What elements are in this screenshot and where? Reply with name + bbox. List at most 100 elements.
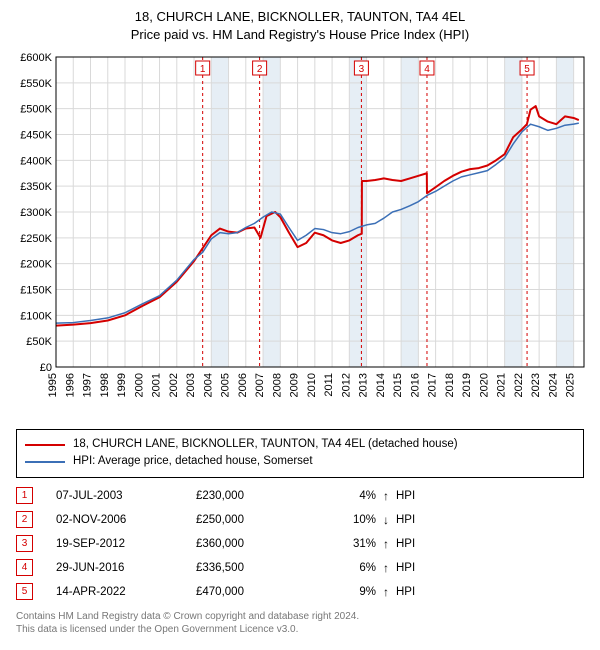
xtick-label: 1996 <box>64 373 76 397</box>
xtick-label: 2021 <box>496 373 508 397</box>
transaction-price: £336,500 <box>196 562 316 574</box>
transaction-pct: 6% <box>316 562 376 574</box>
xtick-label: 1995 <box>47 373 59 397</box>
xtick-label: 2004 <box>202 373 214 397</box>
xtick-label: 2003 <box>185 373 197 397</box>
ytick-label: £550K <box>20 78 52 90</box>
figure: 18, CHURCH LANE, BICKNOLLER, TAUNTON, TA… <box>0 0 600 650</box>
transaction-date: 19-SEP-2012 <box>56 538 196 550</box>
ytick-label: £200K <box>20 259 52 271</box>
transaction-pct: 9% <box>316 586 376 598</box>
xtick-label: 2000 <box>133 373 145 397</box>
legend-swatch-2 <box>25 461 65 463</box>
xtick-label: 2014 <box>375 373 387 397</box>
transaction-arrow-icon: ↑ <box>376 585 396 599</box>
marker-box-label: 1 <box>200 64 206 75</box>
transaction-hpi-label: HPI <box>396 514 436 526</box>
title-block: 18, CHURCH LANE, BICKNOLLER, TAUNTON, TA… <box>8 8 592 43</box>
xtick-label: 2022 <box>513 373 525 397</box>
transaction-pct: 31% <box>316 538 376 550</box>
legend-label-1: 18, CHURCH LANE, BICKNOLLER, TAUNTON, TA… <box>73 436 458 453</box>
xtick-label: 2013 <box>358 373 370 397</box>
xtick-label: 1998 <box>99 373 111 397</box>
xtick-label: 1997 <box>82 373 94 397</box>
xtick-label: 2017 <box>427 373 439 397</box>
transaction-hpi-label: HPI <box>396 538 436 550</box>
transaction-price: £470,000 <box>196 586 316 598</box>
marker-box-label: 3 <box>359 64 365 75</box>
legend-row-series-1: 18, CHURCH LANE, BICKNOLLER, TAUNTON, TA… <box>25 436 575 453</box>
legend-swatch-1 <box>25 444 65 446</box>
transaction-row: 5 14-APR-2022£470,0009%↑HPI <box>16 580 584 604</box>
transaction-arrow-icon: ↑ <box>376 537 396 551</box>
title-line-2: Price paid vs. HM Land Registry's House … <box>8 26 592 44</box>
transaction-row: 3 19-SEP-2012£360,00031%↑HPI <box>16 532 584 556</box>
footer: Contains HM Land Registry data © Crown c… <box>16 610 584 637</box>
transaction-price: £230,000 <box>196 490 316 502</box>
ytick-label: £50K <box>26 336 52 348</box>
ytick-label: £150K <box>20 285 52 297</box>
transaction-price: £250,000 <box>196 514 316 526</box>
xtick-label: 2010 <box>306 373 318 397</box>
xtick-label: 2018 <box>444 373 456 397</box>
transaction-row: 2 02-NOV-2006£250,00010%↓HPI <box>16 508 584 532</box>
xtick-label: 2020 <box>478 373 490 397</box>
transaction-marker: 2 <box>16 511 33 528</box>
ytick-label: £100K <box>20 310 52 322</box>
ytick-label: £250K <box>20 233 52 245</box>
transaction-date: 29-JUN-2016 <box>56 562 196 574</box>
xtick-label: 2011 <box>323 373 335 397</box>
transactions-table: 107-JUL-2003£230,0004%↑HPI202-NOV-2006£2… <box>16 484 584 604</box>
transaction-marker: 3 <box>16 535 33 552</box>
xtick-label: 2008 <box>271 373 283 397</box>
ytick-label: £0 <box>40 362 52 374</box>
transaction-price: £360,000 <box>196 538 316 550</box>
legend-row-series-2: HPI: Average price, detached house, Some… <box>25 453 575 470</box>
marker-box-label: 5 <box>524 64 530 75</box>
xtick-label: 2025 <box>565 373 577 397</box>
xtick-label: 2001 <box>151 373 163 397</box>
transaction-row: 1 07-JUL-2003£230,0004%↑HPI <box>16 484 584 508</box>
title-line-1: 18, CHURCH LANE, BICKNOLLER, TAUNTON, TA… <box>8 8 592 26</box>
xtick-label: 2005 <box>220 373 232 397</box>
xtick-label: 1999 <box>116 373 128 397</box>
footer-line-1: Contains HM Land Registry data © Crown c… <box>16 610 584 624</box>
ytick-label: £300K <box>20 207 52 219</box>
legend: 18, CHURCH LANE, BICKNOLLER, TAUNTON, TA… <box>16 429 584 478</box>
legend-label-2: HPI: Average price, detached house, Some… <box>73 453 313 470</box>
marker-box-label: 4 <box>424 64 430 75</box>
ytick-label: £450K <box>20 130 52 142</box>
xtick-label: 2016 <box>409 373 421 397</box>
xtick-label: 2023 <box>530 373 542 397</box>
transaction-arrow-icon: ↑ <box>376 489 396 503</box>
transaction-hpi-label: HPI <box>396 490 436 502</box>
xtick-label: 2015 <box>392 373 404 397</box>
transaction-hpi-label: HPI <box>396 586 436 598</box>
chart: £0 £50K £100K £150K £200K £250K £300K £350K £400… <box>8 49 592 419</box>
footer-line-2: This data is licensed under the Open Gov… <box>16 623 584 637</box>
transaction-marker: 4 <box>16 559 33 576</box>
xtick-label: 2006 <box>237 373 249 397</box>
xtick-label: 2007 <box>254 373 266 397</box>
transaction-marker: 1 <box>16 487 33 504</box>
ytick-label: £400K <box>20 155 52 167</box>
xtick-label: 2019 <box>461 373 473 397</box>
ytick-label: £350K <box>20 181 52 193</box>
transaction-arrow-icon: ↑ <box>376 561 396 575</box>
transaction-arrow-icon: ↓ <box>376 513 396 527</box>
transaction-date: 14-APR-2022 <box>56 586 196 598</box>
transaction-marker: 5 <box>16 583 33 600</box>
xtick-label: 2009 <box>289 373 301 397</box>
xtick-label: 2024 <box>547 373 559 397</box>
xtick-label: 2012 <box>340 373 352 397</box>
chart-svg: £0 £50K £100K £150K £200K £250K £300K £350K £400… <box>8 49 592 419</box>
transaction-hpi-label: HPI <box>396 562 436 574</box>
ytick-label: £500K <box>20 104 52 116</box>
transaction-date: 02-NOV-2006 <box>56 514 196 526</box>
transaction-pct: 4% <box>316 490 376 502</box>
transaction-row: 4 29-JUN-2016£336,5006%↑HPI <box>16 556 584 580</box>
transaction-date: 07-JUL-2003 <box>56 490 196 502</box>
marker-box-label: 2 <box>257 64 263 75</box>
transaction-pct: 10% <box>316 514 376 526</box>
xtick-label: 2002 <box>168 373 180 397</box>
